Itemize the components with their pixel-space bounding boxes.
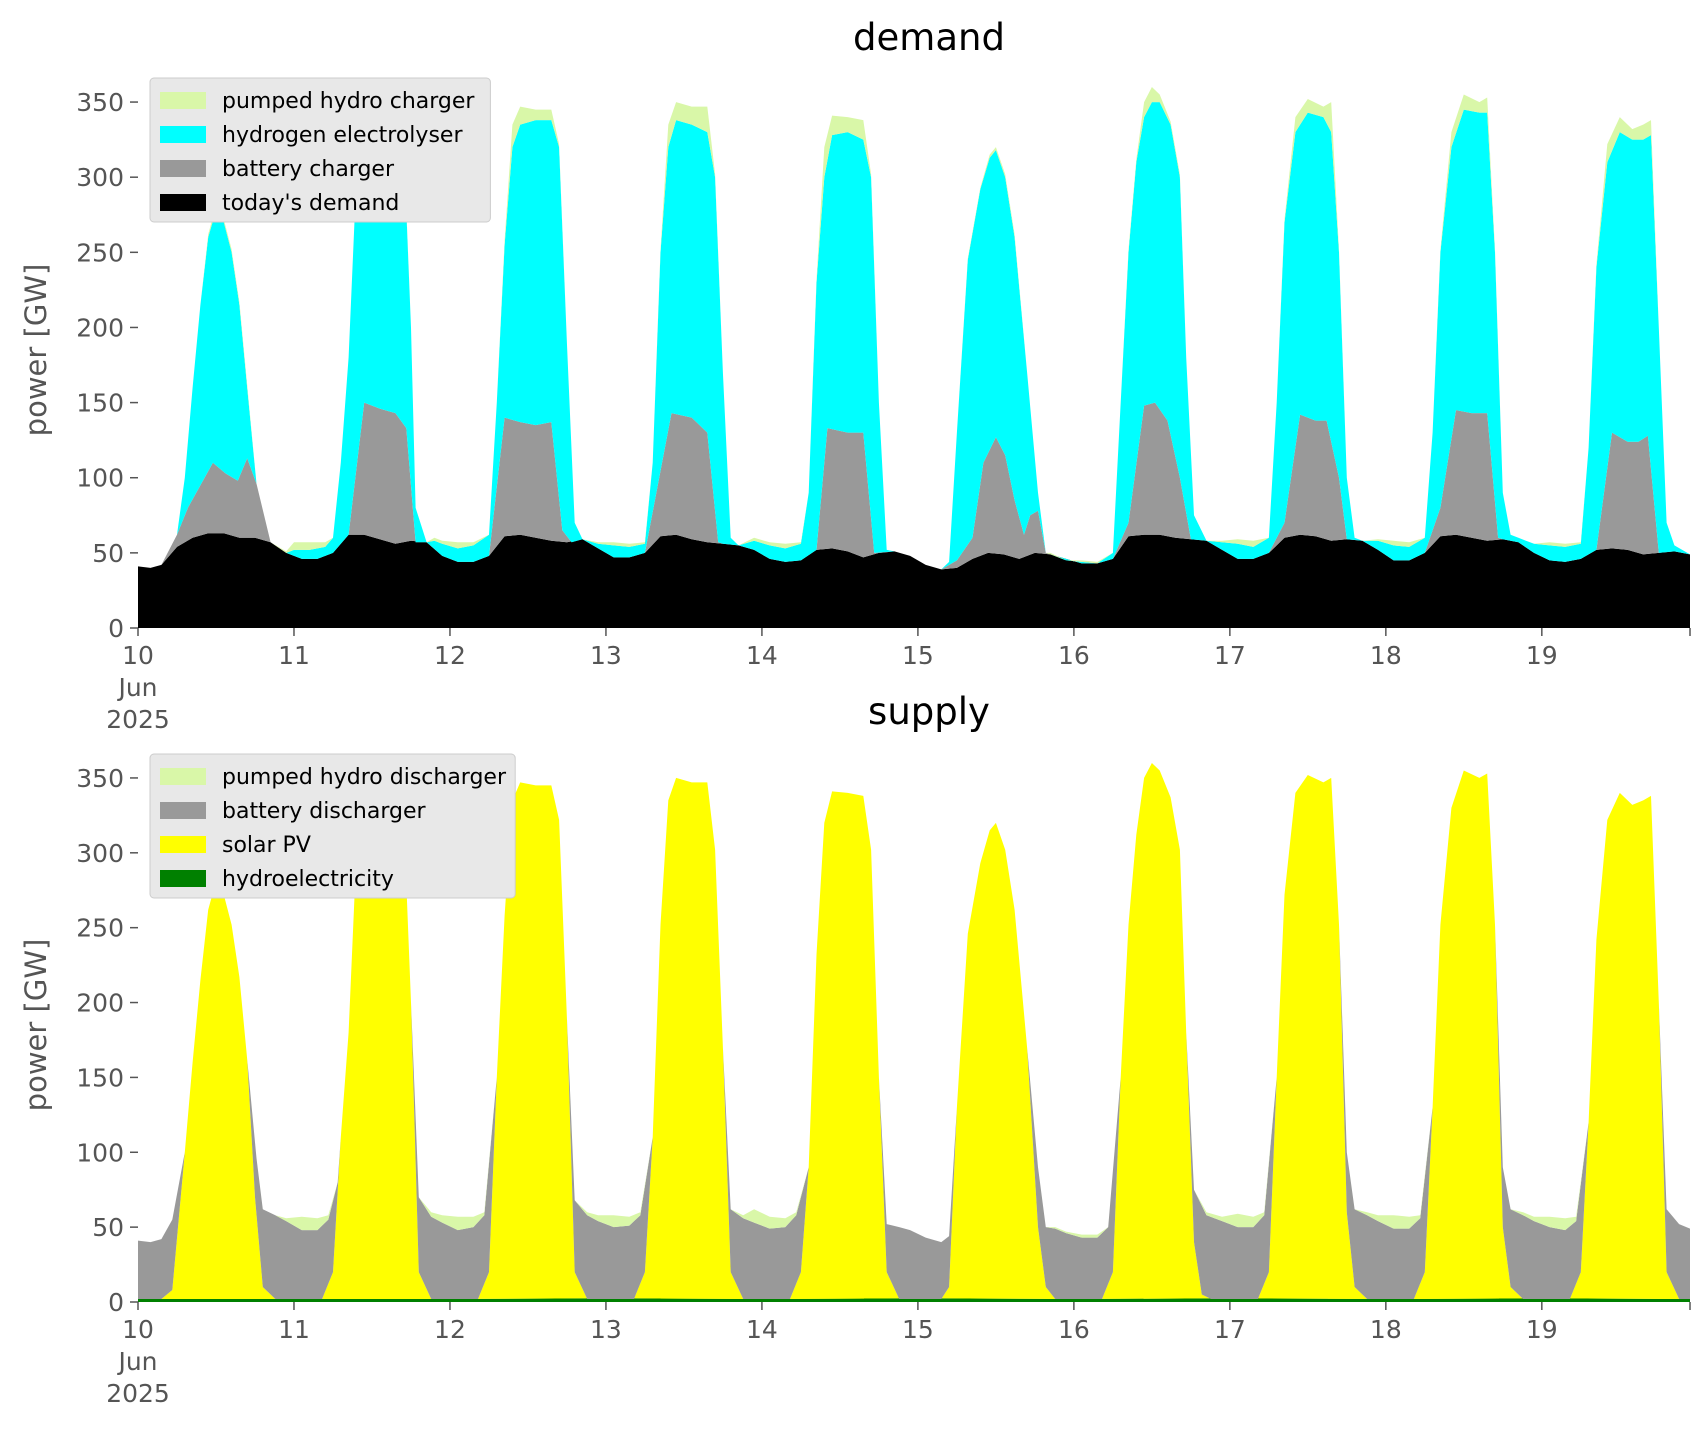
legend-label: battery discharger [222,799,427,824]
x-tick-label: 13 [590,641,622,670]
y-tick-label: 50 [92,1213,124,1242]
x-tick-label: 13 [590,1315,622,1344]
x-tick-label: 15 [902,641,934,670]
legend-swatch [160,194,206,211]
legend: pumped hydro charger hydrogen electrolyse… [149,77,491,223]
x-tick-label: 15 [902,1315,934,1344]
series-areas [138,87,1690,628]
x-tick-label: 17 [1214,641,1246,670]
y-tick-label: 250 [76,914,124,943]
legend-swatch [160,768,206,785]
x-tick-label: 19 [1526,1315,1558,1344]
x-tick-label: 10 [122,641,154,670]
x-tick-label: 14 [746,641,778,670]
legend-swatch [160,92,206,109]
x-tick-label: 10 [122,1315,154,1344]
legend-label: today's demand [222,191,399,216]
axes: 0 50 100 150 200 250 300 350 10 11 12 13 14 15 16 17 18 1… [76,88,1691,734]
x-tick-label: 11 [278,1315,310,1344]
legend-swatch [160,870,206,887]
axes: 0 50 100 150 200 250 300 350 10 11 12 13 14 15 16 17 18 1… [76,764,1691,1408]
y-tick-label: 0 [108,1288,124,1317]
y-tick-label: 200 [76,313,124,342]
x-tick-label: 14 [746,1315,778,1344]
area-hydrogen-electrolyser [138,99,1690,570]
area-battery-charger [138,402,1690,570]
chart-title: demand [853,16,1005,59]
x-tick-label: 11 [278,641,310,670]
y-tick-label: 200 [76,989,124,1018]
legend-swatch [160,836,206,853]
y-tick-label: 300 [76,163,124,192]
x-tick-label: 17 [1214,1315,1246,1344]
legend-label: pumped hydro discharger [222,765,507,790]
x-tick-sublabel: Jun [116,673,157,702]
y-tick-label: 250 [76,238,124,267]
area-solar-pv [138,763,1690,1299]
x-tick-label: 18 [1370,641,1402,670]
legend-label: battery charger [222,157,395,182]
x-tick-label: 16 [1058,1315,1090,1344]
x-tick-sublabel: Jun [116,1347,157,1376]
area-today-s-demand [138,533,1690,628]
legend-label: solar PV [222,833,311,858]
y-tick-label: 150 [76,1063,124,1092]
y-tick-label: 300 [76,839,124,868]
x-tick-label: 19 [1526,641,1558,670]
x-tick-label: 12 [434,1315,466,1344]
x-tick-label: 18 [1370,1315,1402,1344]
y-tick-label: 0 [108,614,124,643]
y-axis-label: power [GW] [19,264,53,437]
chart-title: supply [868,690,990,733]
y-tick-label: 50 [92,539,124,568]
legend-swatch [160,802,206,819]
legend-swatch [160,126,206,143]
legend-swatch [160,160,206,177]
area-hydroelectricity [138,1298,1690,1302]
demand-chart: demand power [GW] 0 50 100 150 200 250 300 350 10 1… [19,16,1691,734]
x-tick-label: 12 [434,641,466,670]
legend-label: hydrogen electrolyser [222,123,463,148]
y-tick-label: 350 [76,764,124,793]
legend-frame [149,753,516,899]
y-tick-label: 100 [76,1138,124,1167]
x-tick-sublabel: 2025 [106,705,170,734]
legend-frame [149,77,491,223]
x-tick-sublabel: 2025 [106,1379,170,1408]
area-battery-discharger [138,763,1690,1299]
y-tick-label: 350 [76,88,124,117]
y-tick-label: 100 [76,464,124,493]
legend-label: pumped hydro charger [222,89,475,114]
supply-chart: supply power [GW] 0 50 100 150 200 250 300 350 10 1… [19,690,1691,1408]
legend-label: hydroelectricity [222,867,394,892]
x-tick-label: 16 [1058,641,1090,670]
series-areas [138,763,1690,1302]
y-axis-label: power [GW] [19,939,53,1112]
y-tick-label: 150 [76,389,124,418]
legend: pumped hydro discharger battery discharge… [149,753,516,899]
